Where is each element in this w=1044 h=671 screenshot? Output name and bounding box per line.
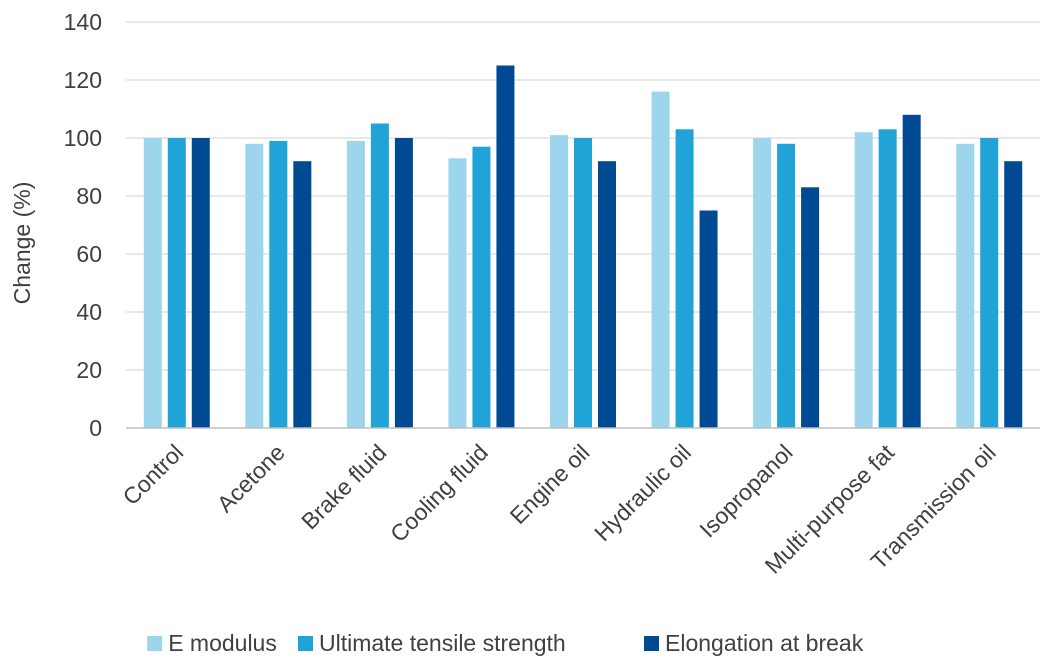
y-tick-label: 100 xyxy=(64,125,102,151)
y-tick-label: 20 xyxy=(76,357,102,383)
bar xyxy=(574,138,592,428)
y-tick-label: 120 xyxy=(64,67,102,93)
bar xyxy=(472,146,491,428)
bar xyxy=(167,138,186,428)
legend: E modulus Ultimate tensile strength Elonga… xyxy=(147,630,864,656)
bar xyxy=(651,91,670,428)
bar xyxy=(902,114,921,429)
bar xyxy=(980,138,999,428)
bar xyxy=(801,187,820,428)
x-category-label: Hydraulic oil xyxy=(589,439,696,546)
y-axis-ticks: 0 20 40 60 80 100 120 140 xyxy=(64,9,102,441)
y-tick-label: 0 xyxy=(89,415,102,441)
legend-swatch xyxy=(147,636,163,651)
bar xyxy=(394,138,413,428)
bar xyxy=(293,161,312,428)
bar xyxy=(191,138,210,428)
x-category-label: Acetone xyxy=(212,439,290,517)
bar xyxy=(1004,161,1023,428)
y-axis-title: Change (%) xyxy=(9,182,35,305)
x-category-label: Control xyxy=(117,439,188,510)
bar xyxy=(675,129,694,429)
bar xyxy=(753,138,772,428)
bar xyxy=(956,143,975,429)
legend-label: Elongation at break xyxy=(665,630,864,656)
x-category-label: Engine oil xyxy=(505,439,595,529)
bar xyxy=(550,135,568,428)
bar xyxy=(448,158,467,429)
y-tick-label: 140 xyxy=(64,9,102,35)
bar xyxy=(370,123,389,428)
bar xyxy=(699,210,718,428)
bar xyxy=(496,65,515,428)
y-tick-label: 60 xyxy=(76,241,102,267)
bar xyxy=(245,143,264,429)
x-category-label: Cooling fluid xyxy=(385,439,493,547)
legend-swatch xyxy=(644,636,659,651)
legend-label: E modulus xyxy=(168,630,277,656)
y-tick-label: 80 xyxy=(76,183,102,209)
bar xyxy=(346,140,365,428)
bar xyxy=(777,143,796,429)
legend-label: Ultimate tensile strength xyxy=(319,630,566,656)
bar xyxy=(598,161,616,428)
bar xyxy=(269,140,288,428)
bar xyxy=(878,129,897,429)
bar xyxy=(143,138,162,428)
x-category-label: Brake fluid xyxy=(296,439,391,534)
y-tick-label: 40 xyxy=(76,299,102,325)
bar xyxy=(854,132,873,428)
bars xyxy=(143,65,1023,429)
x-category-label: Isopropanol xyxy=(694,439,797,542)
legend-swatch xyxy=(298,636,313,651)
